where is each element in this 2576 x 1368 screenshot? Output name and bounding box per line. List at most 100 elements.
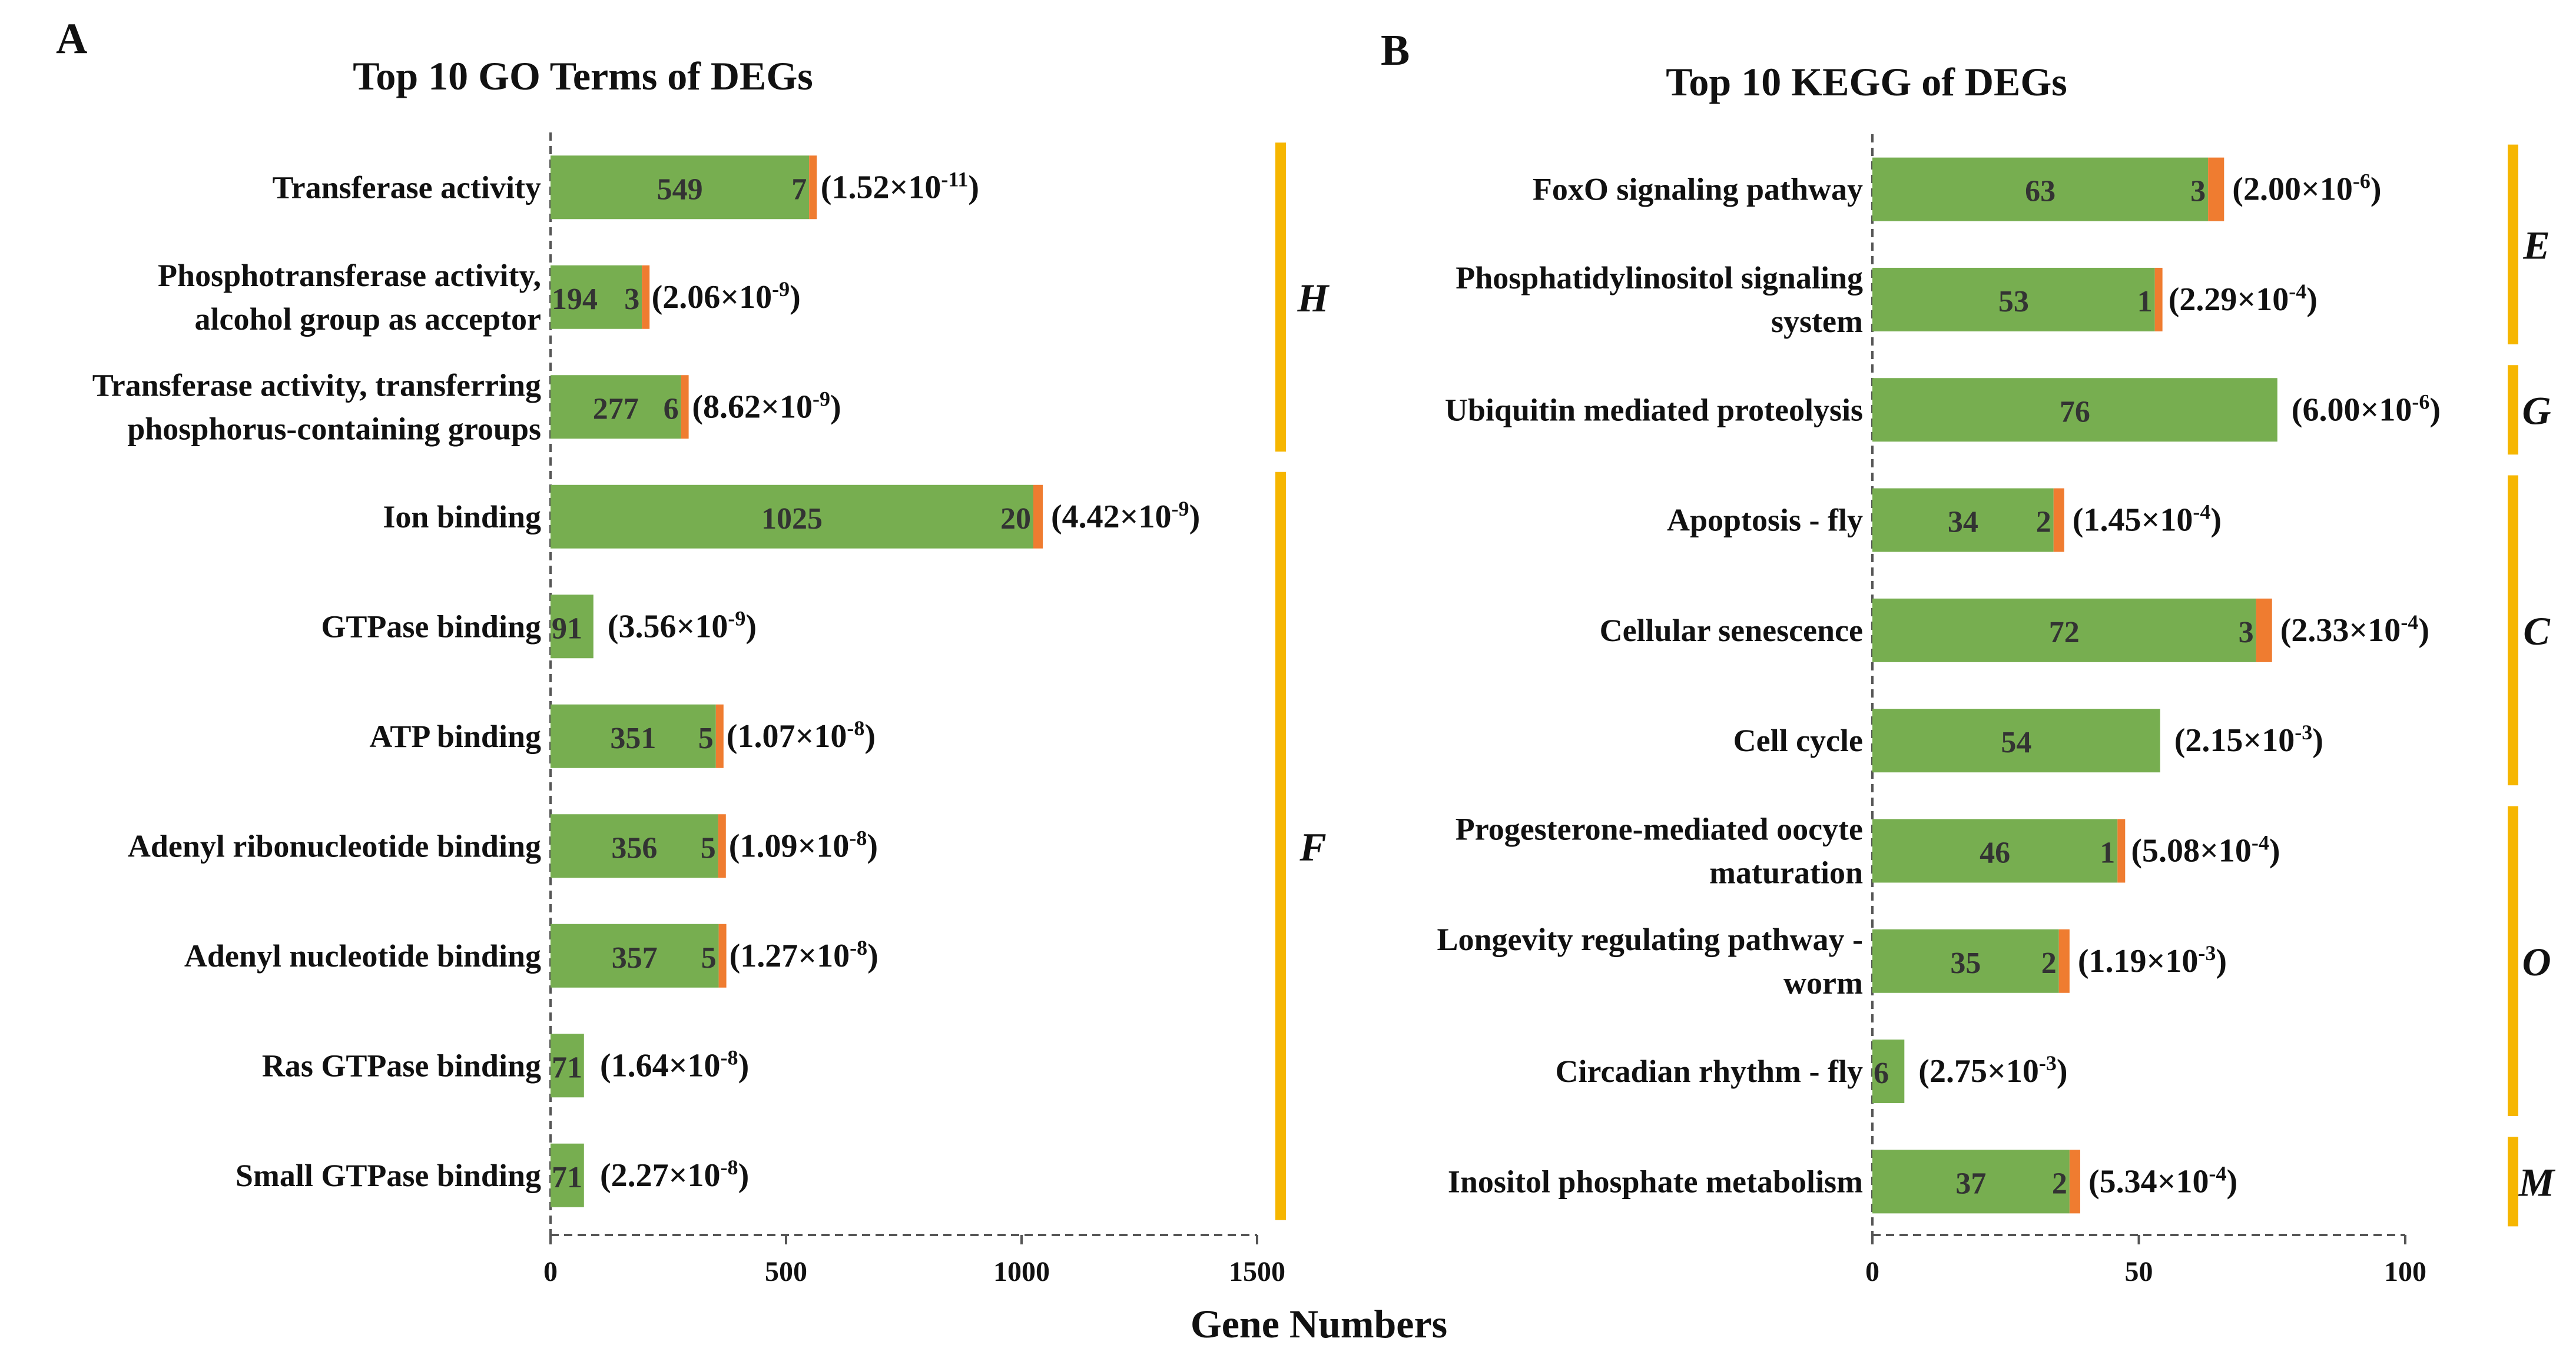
bar-green: [1872, 819, 2118, 883]
p-value-label: (1.64×10-8): [600, 1045, 749, 1084]
chart-title: Top 10 GO Terms of DEGs: [353, 54, 813, 98]
bar-orange-value-label: 7: [791, 172, 807, 206]
category-label: Small GTPase binding: [236, 1158, 541, 1193]
bar-value-label: 194: [552, 283, 598, 316]
x-tick-label: 500: [765, 1256, 807, 1287]
group-label: F: [1299, 824, 1326, 869]
bar-orange-value-label: 6: [664, 392, 679, 426]
group-label: H: [1297, 275, 1330, 320]
category-label: Transferase activity, transferring: [92, 367, 541, 403]
bar-orange: [2208, 157, 2224, 221]
category-label: phosphorus-containing groups: [127, 411, 541, 446]
p-value-label: (2.15×10-3): [2174, 720, 2323, 759]
bar-green: [551, 375, 681, 439]
p-value-label: (2.06×10-9): [652, 277, 801, 316]
bar-green: [1872, 709, 2160, 773]
category-label: Longevity regulating pathway -: [1437, 922, 1863, 957]
bar-orange-value-label: 5: [701, 941, 717, 975]
chart-title: Top 10 KEGG of DEGs: [1666, 59, 2067, 104]
p-value-label: (1.09×10-8): [729, 826, 878, 864]
category-label: ATP binding: [369, 719, 541, 754]
p-value-label: (4.42×10-9): [1051, 497, 1200, 535]
category-label: Phosphotransferase activity,: [158, 258, 541, 293]
bar-orange: [681, 375, 689, 439]
panel-b: B Top 10 KEGG of DEGs 0 50 100 FoxO signaling…: [1381, 26, 2556, 1287]
x-tick-label: 0: [1865, 1256, 1879, 1287]
bar-value-label: 549: [657, 172, 703, 206]
category-label: Apoptosis - fly: [1667, 503, 1863, 538]
bar-orange: [2154, 267, 2163, 331]
bar-value-label: 72: [2049, 616, 2080, 649]
group-label: O: [2522, 939, 2551, 984]
bar-orange: [2117, 819, 2126, 883]
p-value-label: (2.33×10-4): [2280, 610, 2429, 649]
bar-value-label: 76: [2060, 395, 2090, 429]
bar-value-label: 71: [552, 1051, 582, 1084]
bar-orange: [1033, 484, 1043, 549]
category-label: Inositol phosphate metabolism: [1448, 1164, 1863, 1199]
group-label: G: [2522, 388, 2551, 433]
p-value-label: (5.34×10-4): [2088, 1161, 2237, 1200]
bar-value-label: 35: [1950, 947, 1981, 980]
p-value-label: (8.62×10-9): [692, 387, 841, 425]
bar-orange: [2053, 488, 2064, 552]
category-label: Ras GTPase binding: [262, 1048, 541, 1083]
bar-value-label: 357: [612, 941, 658, 975]
category-label: system: [1771, 304, 1863, 339]
x-tick-label: 0: [543, 1256, 558, 1287]
bar-green: [551, 484, 1033, 549]
bar-orange-value-label: 2: [2052, 1167, 2067, 1200]
p-value-label: (1.52×10-11): [821, 167, 979, 205]
p-value-label: (3.56×10-9): [608, 606, 757, 645]
bar-orange-value-label: 3: [2190, 175, 2206, 208]
p-value-label: (1.45×10-4): [2073, 500, 2222, 539]
bar-orange-value-label: 2: [2036, 506, 2051, 539]
bar-green: [1872, 598, 2256, 662]
x-axis-label: Gene Numbers: [1191, 1301, 1447, 1346]
bar-value-label: 63: [2025, 175, 2056, 208]
category-label: Ubiquitin mediated proteolysis: [1445, 392, 1863, 427]
p-value-label: (6.00×10-6): [2292, 390, 2441, 428]
bar-orange: [809, 155, 817, 220]
category-label: Cell cycle: [1733, 723, 1863, 758]
category-label: Circadian rhythm - fly: [1556, 1054, 1864, 1089]
p-value-label: (2.75×10-3): [1918, 1051, 2067, 1090]
bar-orange-value-label: 5: [701, 831, 716, 865]
bar-orange-value-label: 5: [698, 722, 714, 755]
bar-green: [551, 155, 810, 220]
bar-orange: [715, 704, 724, 768]
group-label: M: [2518, 1160, 2556, 1204]
bar-green: [551, 924, 719, 988]
category-label: maturation: [1709, 855, 1863, 890]
bar-green: [551, 595, 594, 659]
x-tick-label: 1500: [1229, 1256, 1285, 1287]
bar-green: [551, 1143, 584, 1207]
category-label: Transferase activity: [273, 170, 541, 205]
bar-orange-value-label: 1: [2137, 285, 2153, 318]
bar-orange: [2058, 929, 2070, 993]
group-label: E: [2522, 223, 2550, 267]
p-value-label: (2.29×10-4): [2169, 280, 2318, 318]
p-value-label: (1.27×10-8): [730, 936, 878, 974]
bar-orange: [2069, 1150, 2080, 1214]
bar-green: [551, 1034, 584, 1098]
p-value-label: (1.07×10-8): [727, 716, 876, 755]
bar-orange-value-label: 1: [2100, 836, 2115, 869]
category-label: Ion binding: [383, 499, 541, 534]
bar-orange-value-label: 3: [624, 283, 639, 316]
bar-value-label: 91: [552, 612, 582, 645]
bar-value-label: 351: [610, 722, 656, 755]
bar-green: [1872, 488, 2054, 552]
bar-orange: [642, 265, 650, 329]
x-tick-label: 50: [2125, 1256, 2153, 1287]
bar-green: [551, 704, 716, 768]
category-label: FoxO signaling pathway: [1533, 172, 1863, 207]
panel-a: A Top 10 GO Terms of DEGs 0 500 1000 1500 Tran…: [56, 15, 1330, 1287]
bar-orange: [718, 924, 727, 988]
bar-orange: [718, 814, 726, 878]
bar-value-label: 356: [611, 831, 657, 865]
bar-value-label: 54: [2001, 726, 2031, 759]
bar-green: [551, 814, 718, 878]
bar-orange: [2256, 598, 2272, 662]
